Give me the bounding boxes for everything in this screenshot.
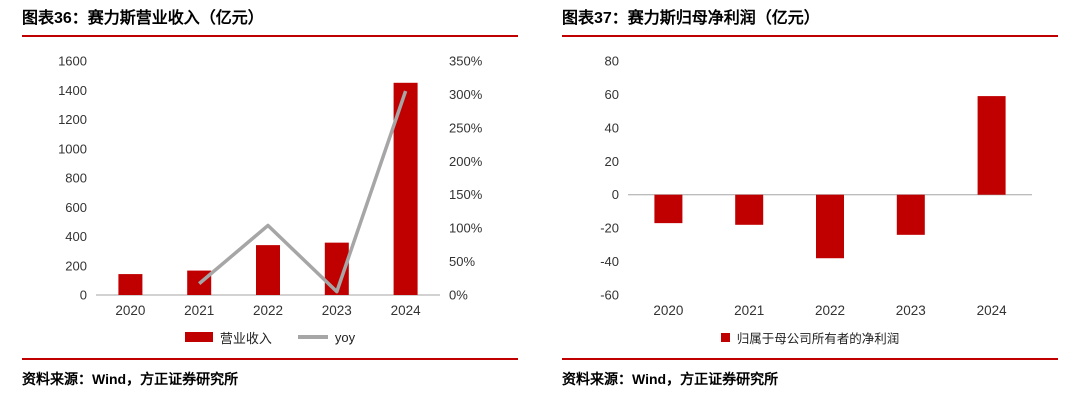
x-axis-category-label: 2022 (815, 303, 845, 318)
net-profit-bar (977, 96, 1006, 195)
right-axis-tick-label: 300% (449, 87, 483, 102)
left-axis-tick-label: 0 (80, 288, 87, 303)
left-axis-tick-label: 1200 (58, 112, 87, 127)
right-axis-tick-label: 0% (449, 288, 468, 303)
right-axis-tick-label: 200% (449, 154, 483, 169)
right-axis-tick-label: 150% (449, 187, 483, 202)
left-axis-tick-label: 1600 (58, 54, 87, 69)
revenue-chart-legend: 营业收入 yoy (22, 325, 518, 349)
x-axis-category-label: 2024 (391, 303, 422, 318)
legend-item-yoy: yoy (297, 329, 356, 345)
source-note: 资料来源：Wind，方正证券研究所 (22, 371, 239, 387)
y-axis-tick-label: 60 (605, 87, 619, 102)
net-profit-bar (654, 194, 683, 224)
y-axis-tick-label: -20 (600, 221, 619, 236)
revenue-bar (256, 245, 280, 295)
revenue-chart-panel: 图表36：赛力斯营业收入（亿元） 0 200 400 600 800 1000 1200 14… (22, 8, 518, 407)
yoy-line (198, 90, 408, 294)
net-profit-bar (735, 194, 764, 225)
x-axis-category-label: 2021 (734, 303, 764, 318)
net-profit-chart: 80 60 40 20 0 -20 -40 -60 2020 2021 2022 2023 2024 (600, 54, 1032, 318)
source-divider (22, 358, 518, 360)
right-axis-tick-label: 100% (449, 221, 483, 236)
x-axis-category-label: 2021 (184, 303, 214, 318)
line-swatch-icon (297, 335, 328, 339)
right-axis-tick-label: 350% (449, 54, 483, 69)
revenue-bar (118, 274, 143, 295)
left-axis-tick-label: 600 (65, 200, 87, 215)
legend-item-revenue: 营业收入 (184, 328, 272, 347)
y-axis-tick-label: -60 (600, 288, 619, 303)
title-divider (562, 35, 1058, 37)
right-axis-tick-label: 50% (449, 254, 475, 269)
source-divider (562, 358, 1058, 360)
net-profit-chart-area: 80 60 40 20 0 -20 -40 -60 2020 2021 2022 2023 2024 (562, 43, 1058, 323)
x-axis-category-label: 2023 (896, 303, 926, 318)
y-axis-tick-label: 20 (605, 154, 619, 169)
legend-label-net-profit: 归属于母公司所有者的净利润 (736, 331, 900, 346)
x-axis-category-label: 2020 (115, 303, 145, 318)
bar-swatch-icon (720, 332, 730, 342)
y-axis-tick-label: 0 (612, 187, 619, 202)
left-axis-tick-label: 800 (65, 171, 87, 186)
revenue-yoy-chart: 0 200 400 600 800 1000 1200 1400 1600 0% 50% 100% 15… (58, 54, 483, 319)
legend-item-net-profit: 归属于母公司所有者的净利润 (720, 328, 900, 347)
revenue-chart-area: 0 200 400 600 800 1000 1200 1400 1600 0% 50% 100% 15… (22, 43, 518, 323)
y-axis-tick-label: 40 (605, 120, 619, 135)
x-axis-category-label: 2022 (253, 303, 283, 318)
y-axis-tick-label: -40 (600, 254, 619, 269)
x-axis-category-label: 2023 (322, 303, 352, 318)
x-axis-category-label: 2024 (977, 303, 1008, 318)
net-profit-chart-panel: 图表37：赛力斯归母净利润（亿元） 80 60 40 20 0 -20 -40 -60 2020… (562, 8, 1058, 407)
legend-label-revenue: 营业收入 (219, 330, 272, 346)
title-divider (22, 35, 518, 37)
x-axis-category-label: 2020 (653, 303, 683, 318)
left-axis-tick-label: 200 (65, 258, 87, 273)
chart-title-net-profit: 图表37：赛力斯归母净利润（亿元） (562, 10, 820, 27)
y-axis-tick-label: 80 (605, 54, 619, 69)
legend-label-yoy: yoy (334, 329, 356, 345)
net-profit-bar (896, 194, 925, 235)
chart-title-revenue: 图表36：赛力斯营业收入（亿元） (22, 10, 264, 27)
right-axis-tick-label: 250% (449, 120, 483, 135)
source-note: 资料来源：Wind，方正证券研究所 (562, 371, 779, 387)
left-axis-tick-label: 1400 (58, 83, 87, 98)
left-axis-tick-label: 400 (65, 229, 87, 244)
left-axis-tick-label: 1000 (58, 141, 87, 156)
bar-swatch-icon (184, 332, 213, 342)
net-profit-bar (816, 194, 844, 259)
net-profit-chart-legend: 归属于母公司所有者的净利润 (562, 325, 1058, 349)
